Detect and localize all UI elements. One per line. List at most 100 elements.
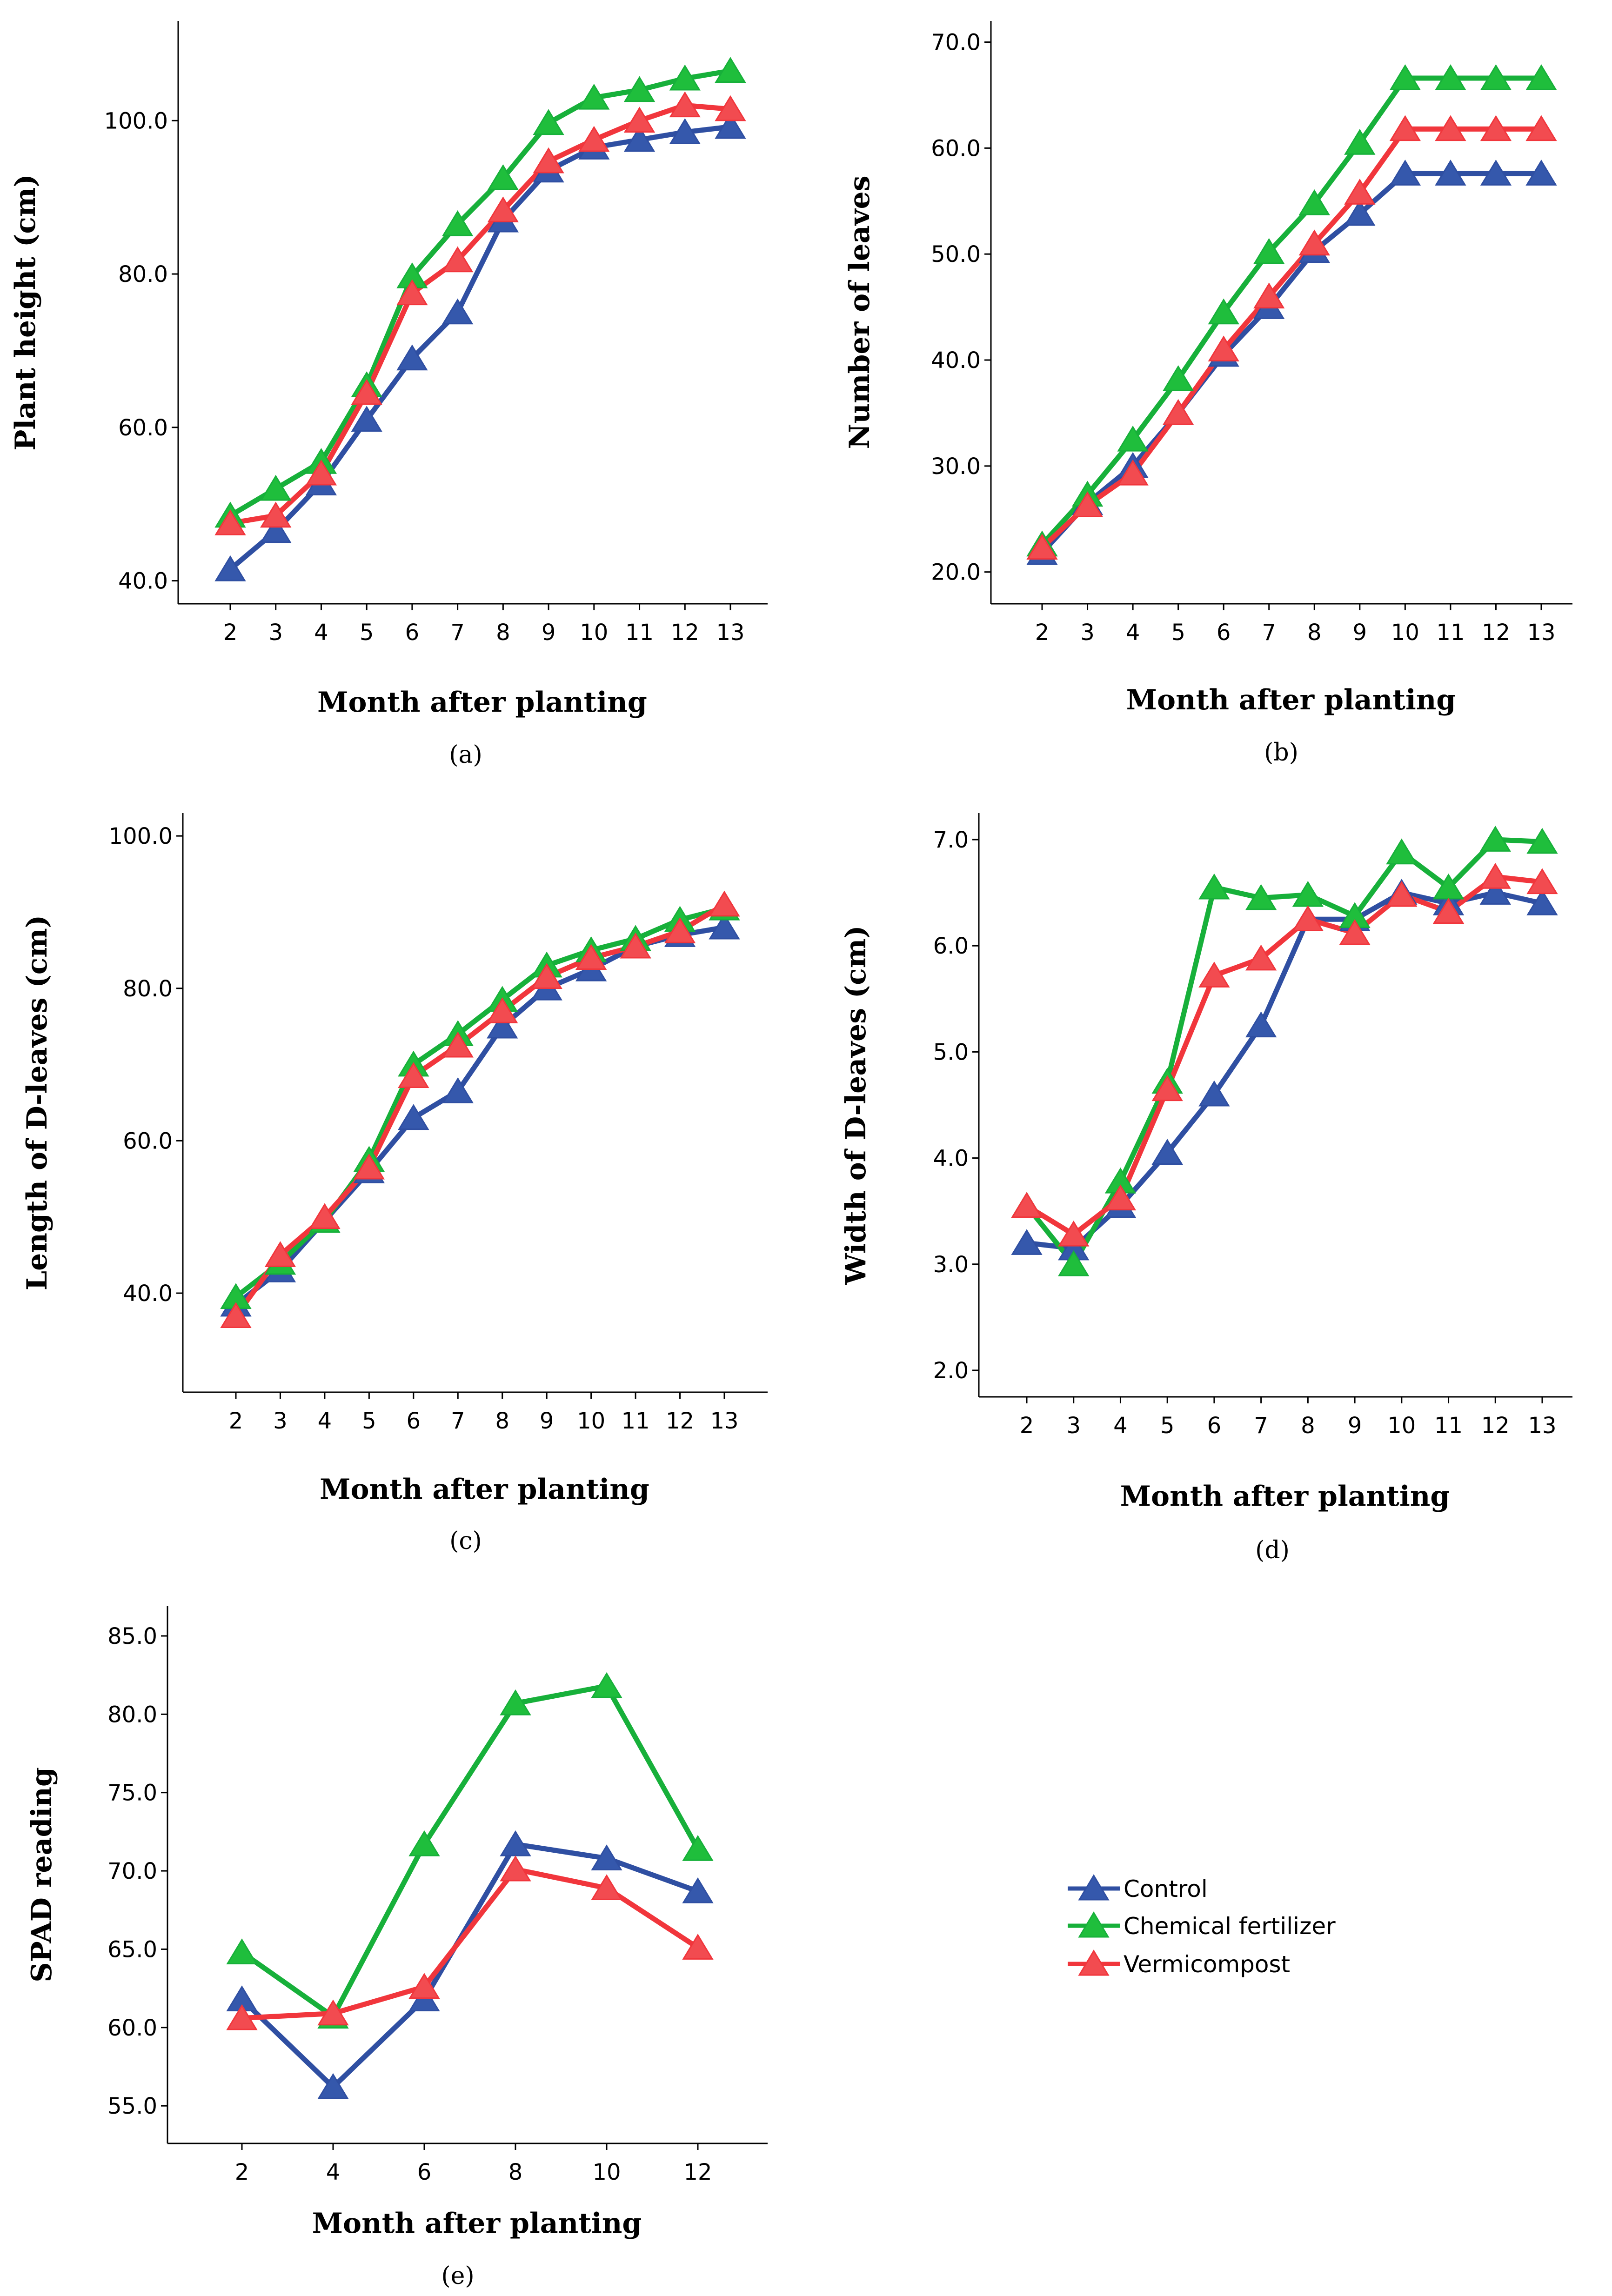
y-tick-label: 80.0 xyxy=(123,976,173,1002)
x-axis-title: Month after planting xyxy=(317,686,647,719)
y-tick-label: 100.0 xyxy=(104,108,168,134)
y-tick-label: 60.0 xyxy=(118,415,168,441)
y-tick-label: 80.0 xyxy=(107,1702,157,1728)
x-tick-label: 12 xyxy=(683,2159,712,2185)
x-axis-title: Month after planting xyxy=(1120,1480,1450,1513)
x-tick-label: 2 xyxy=(1035,620,1050,646)
data-point-chemical xyxy=(500,1689,531,1715)
x-tick-label: 13 xyxy=(710,1408,738,1434)
y-tick-label: 4.0 xyxy=(933,1146,969,1172)
y-tick-label: 85.0 xyxy=(107,1623,157,1649)
x-tick-label: 6 xyxy=(417,2159,432,2185)
x-axis-title: Month after planting xyxy=(312,2207,642,2240)
data-point-vermi xyxy=(1479,863,1511,889)
series-line-control xyxy=(239,1842,701,2090)
x-tick-label: 7 xyxy=(1254,1413,1268,1439)
data-point-control xyxy=(351,406,382,432)
legend-item-control: Control xyxy=(1068,1874,1208,1902)
y-tick-label: 3.0 xyxy=(933,1252,969,1278)
series-line-control xyxy=(227,124,733,572)
x-tick-label: 11 xyxy=(622,1408,650,1434)
y-tick-label: 65.0 xyxy=(107,1936,157,1962)
x-tick-label: 2 xyxy=(235,2159,249,2185)
data-point-vermi xyxy=(533,147,564,174)
x-tick-label: 12 xyxy=(1481,1413,1510,1439)
x-tick-label: 7 xyxy=(1262,620,1276,646)
data-point-chemical xyxy=(441,210,474,236)
x-tick-label: 10 xyxy=(580,620,608,646)
x-tick-label: 12 xyxy=(671,620,699,646)
data-point-chemical xyxy=(408,1830,440,1856)
data-point-control xyxy=(709,913,740,940)
x-tick-label: 2 xyxy=(229,1408,243,1434)
y-tick-label: 40.0 xyxy=(123,1281,173,1307)
x-tick-label: 7 xyxy=(451,1408,465,1434)
x-tick-label: 4 xyxy=(1113,1413,1128,1439)
data-point-vermi xyxy=(1344,179,1376,205)
x-tick-label: 12 xyxy=(666,1408,694,1434)
data-point-vermi xyxy=(1162,399,1194,425)
data-point-vermi xyxy=(260,501,292,528)
data-point-vermi xyxy=(531,963,562,989)
x-tick-label: 4 xyxy=(326,2159,341,2185)
legend-label-chemical: Chemical fertilizer xyxy=(1124,1913,1336,1940)
x-tick-label: 9 xyxy=(542,620,556,646)
data-point-vermi xyxy=(1292,905,1324,931)
x-tick-label: 4 xyxy=(1126,620,1140,646)
y-tick-label: 70.0 xyxy=(931,30,981,56)
data-point-vermi xyxy=(487,196,519,223)
series-line-vermi xyxy=(1024,874,1545,1237)
data-point-control xyxy=(1344,200,1376,226)
x-tick-label: 11 xyxy=(1434,1413,1463,1439)
data-point-control xyxy=(1011,1229,1043,1255)
data-point-vermi xyxy=(1525,115,1557,141)
data-point-vermi xyxy=(1245,944,1277,971)
x-tick-label: 9 xyxy=(1353,620,1367,646)
data-point-vermi xyxy=(353,1153,385,1180)
chart-e: 55.0 60.0 65.0 70.0 75.0 80.0 85.0 2 4 6 8 10 12 SPAD… xyxy=(26,1606,768,2290)
panel-label: (b) xyxy=(1264,739,1298,767)
data-point-control xyxy=(715,113,746,139)
data-point-chemical xyxy=(591,1672,622,1698)
y-tick-label: 50.0 xyxy=(931,241,981,267)
data-point-vermi xyxy=(623,107,656,133)
data-point-vermi xyxy=(220,1302,252,1328)
data-point-control xyxy=(1435,160,1466,186)
data-point-vermi xyxy=(1435,115,1466,141)
x-tick-label: 6 xyxy=(405,620,420,646)
x-tick-label: 10 xyxy=(592,2159,621,2185)
x-tick-label: 10 xyxy=(577,1408,605,1434)
chart-c: 40.0 60.0 80.0 100.0 2 3 4 5 6 7 8 9 10 11 12 13 Length … xyxy=(21,813,768,1555)
data-point-vermi xyxy=(1386,881,1418,907)
data-point-chemical xyxy=(1386,838,1418,865)
data-point-chemical xyxy=(533,109,564,135)
y-tick-label: 30.0 xyxy=(931,454,981,480)
data-point-vermi xyxy=(1151,1075,1183,1101)
x-tick-label: 5 xyxy=(1160,1413,1175,1439)
y-tick-label: 60.0 xyxy=(107,2015,157,2041)
data-point-control xyxy=(1526,889,1558,915)
x-tick-label: 3 xyxy=(268,620,283,646)
data-point-vermi xyxy=(575,944,607,970)
data-point-control xyxy=(1480,160,1512,186)
data-point-vermi xyxy=(578,126,610,152)
data-point-vermi xyxy=(1071,491,1104,517)
legend-label-vermi: Vermicompost xyxy=(1124,1951,1290,1978)
y-tick-label: 2.0 xyxy=(933,1358,969,1384)
data-point-control xyxy=(1479,879,1511,905)
data-point-control xyxy=(1245,1011,1277,1038)
data-point-vermi xyxy=(305,459,337,486)
x-tick-label: 3 xyxy=(1080,620,1095,646)
data-point-chemical xyxy=(1117,425,1149,452)
y-tick-label: 40.0 xyxy=(118,568,168,594)
data-point-chemical xyxy=(1245,884,1277,910)
data-point-vermi xyxy=(620,932,651,959)
data-point-chemical xyxy=(669,64,701,91)
data-point-vermi xyxy=(442,1031,474,1058)
data-point-vermi xyxy=(317,1999,349,2026)
data-point-chemical xyxy=(1480,64,1512,90)
data-point-vermi xyxy=(715,95,746,121)
data-point-vermi xyxy=(309,1203,341,1229)
data-point-control xyxy=(1151,1139,1183,1165)
data-point-chemical xyxy=(1162,365,1194,391)
